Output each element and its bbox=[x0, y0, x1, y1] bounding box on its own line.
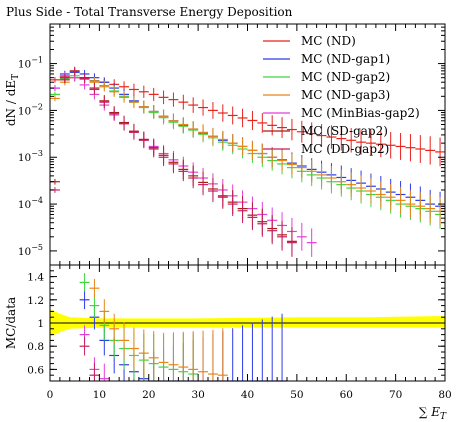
main-ytick-base: 10 bbox=[18, 105, 31, 117]
xtick-label: 60 bbox=[340, 389, 353, 401]
xtick-label: 40 bbox=[241, 389, 254, 401]
legend: MC (ND) MC (ND-gap1) MC (ND-gap2) MC (ND-ga… bbox=[263, 34, 420, 156]
main-ylabel-text: dN / dE bbox=[4, 80, 18, 126]
main-ytick-base: 10 bbox=[18, 59, 31, 71]
legend-label: MC (ND-gap1) bbox=[301, 52, 390, 66]
xtick-label: 20 bbox=[142, 389, 155, 401]
ratio-series-2-group bbox=[89, 278, 228, 381]
xtick-label: 0 bbox=[47, 389, 54, 401]
ratio-ytick-label: 0.6 bbox=[27, 364, 44, 376]
xlabel-text: ∑ E bbox=[419, 405, 440, 419]
main-ytick-base: 10 bbox=[18, 152, 31, 164]
main-ytick-exp: −2 bbox=[31, 102, 43, 111]
ratio-ylabel: MC/data bbox=[4, 297, 18, 349]
main-ytick-exp: −1 bbox=[31, 56, 43, 65]
xtick-label: 70 bbox=[389, 389, 402, 401]
legend-label: MC (ND) bbox=[301, 34, 356, 48]
main-ytick-label: 10−4 bbox=[18, 196, 43, 211]
legend-label: MC (MinBias-gap2) bbox=[301, 106, 420, 120]
ratio-band-layer bbox=[50, 309, 445, 337]
main-ytick-base: 10 bbox=[18, 199, 31, 211]
chart-title: Plus Side - Total Transverse Energy Depo… bbox=[6, 5, 293, 19]
xlabel: ∑ ET bbox=[419, 405, 447, 422]
ratio-series-4-group bbox=[79, 336, 100, 381]
legend-label: MC (ND-gap3) bbox=[301, 88, 390, 102]
ratio-ytick-label: 0.8 bbox=[27, 341, 44, 353]
xtick-label: 50 bbox=[290, 389, 303, 401]
main-ytick-exp: −3 bbox=[31, 149, 43, 158]
xtick-label: 80 bbox=[438, 389, 451, 401]
main-ytick-label: 10−2 bbox=[18, 102, 43, 117]
main-ytick-label: 10−3 bbox=[18, 149, 43, 164]
series-6-group bbox=[50, 67, 297, 257]
xtick-label: 10 bbox=[93, 389, 106, 401]
main-ytick-exp: −4 bbox=[31, 196, 43, 205]
ticks-layer: 10−110−210−310−410−50 10 20 30 40 50 60 70 800.6… bbox=[18, 24, 452, 401]
main-ytick-exp: −5 bbox=[31, 243, 43, 252]
legend-label: MC (SD-gap2) bbox=[301, 124, 388, 138]
main-ylabel: dN / dET bbox=[4, 74, 21, 126]
marks-layer bbox=[50, 66, 445, 382]
ratio-ytick-label: 1.4 bbox=[27, 272, 44, 284]
main-ytick-label: 10−1 bbox=[18, 56, 43, 71]
legend-label: MC (DD-gap2) bbox=[301, 142, 389, 156]
main-ylabel-sub: T bbox=[11, 74, 21, 80]
xtick-label: 30 bbox=[191, 389, 204, 401]
legend-label: MC (ND-gap2) bbox=[301, 70, 390, 84]
main-ytick-label: 10−5 bbox=[18, 243, 43, 258]
ratio-ytick-label: 1 bbox=[37, 318, 44, 330]
ratio-ytick-label: 1.2 bbox=[27, 295, 44, 307]
main-ytick-base: 10 bbox=[18, 246, 31, 258]
xlabel-sub: T bbox=[440, 412, 447, 422]
